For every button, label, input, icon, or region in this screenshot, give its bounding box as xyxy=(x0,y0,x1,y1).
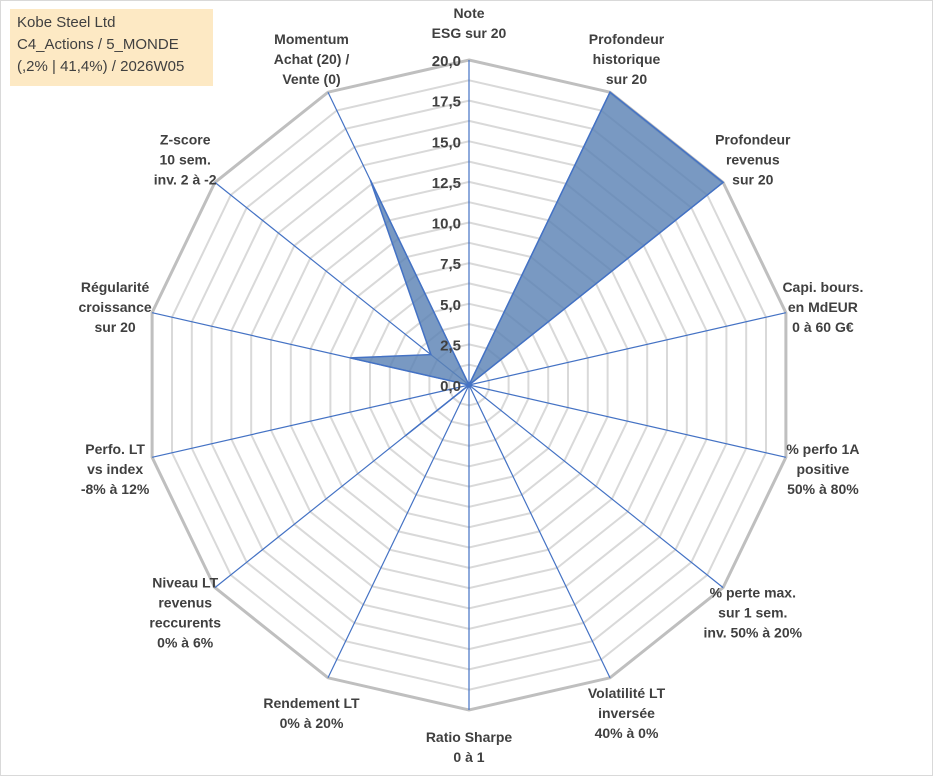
axis-label: % perfo 1A positive 50% à 80% xyxy=(786,441,859,497)
axis-spoke xyxy=(468,384,611,679)
axis-spoke xyxy=(214,181,470,386)
tick-label: 17,5 xyxy=(432,94,461,111)
axis-spoke xyxy=(468,384,724,589)
axis-label: Capi. bours. en MdEUR 0 à 60 G€ xyxy=(782,279,863,335)
axis-label: Volatilité LT inversée 40% à 0% xyxy=(588,685,666,741)
radar-series xyxy=(350,91,725,437)
portfolio-name: C4_Actions / 5_MONDE xyxy=(17,36,179,53)
company-name: Kobe Steel Ltd xyxy=(17,14,116,31)
axis-label: Profondeur historique sur 20 xyxy=(589,31,665,87)
axis-label: Profondeur revenus sur 20 xyxy=(715,132,791,188)
axis-label: Régularité croissance sur 20 xyxy=(79,279,152,335)
axis-labels: Note ESG sur 20 Profondeur historique sur 20… xyxy=(79,5,864,765)
tick-label: 15,0 xyxy=(432,134,461,151)
tick-label: 2,5 xyxy=(440,337,461,354)
axis-label: Note ESG sur 20 xyxy=(432,5,507,41)
axis-spoke xyxy=(327,384,470,679)
axis-label: Perfo. LT vs index -8% à 12% xyxy=(81,441,150,497)
radial-tick-labels: 0,0 2,5 5,0 7,5 10,0 12,5 15,0 17,5 20,0 xyxy=(432,53,461,395)
axis-spoke xyxy=(468,384,787,458)
series-area xyxy=(350,91,725,437)
tick-label: 5,0 xyxy=(440,297,461,314)
axis-label: Momentum Achat (20) / Vente (0) xyxy=(274,31,350,87)
info-box: Kobe Steel Ltd C4_Actions / 5_MONDE (,2%… xyxy=(10,9,213,86)
tick-label: 20,0 xyxy=(432,53,461,70)
period-info: (,2% | 41,4%) / 2026W05 xyxy=(17,58,185,75)
axis-spoke xyxy=(151,384,470,458)
tick-label: 12,5 xyxy=(432,175,461,192)
axis-label: Niveau LT revenus reccurents 0% à 6% xyxy=(149,574,221,650)
tick-label: 10,0 xyxy=(432,216,461,233)
axis-label: Ratio Sharpe 0 à 1 xyxy=(426,729,513,765)
axis-spoke xyxy=(468,312,787,386)
tick-label: 0,0 xyxy=(440,378,461,395)
axis-label: Rendement LT 0% à 20% xyxy=(263,695,360,731)
tick-label: 7,5 xyxy=(440,256,461,273)
axis-label: Z-score 10 sem. inv. 2 à -2 xyxy=(154,132,217,188)
axis-label: % perte max. sur 1 sem. inv. 50% à 20% xyxy=(704,584,803,640)
